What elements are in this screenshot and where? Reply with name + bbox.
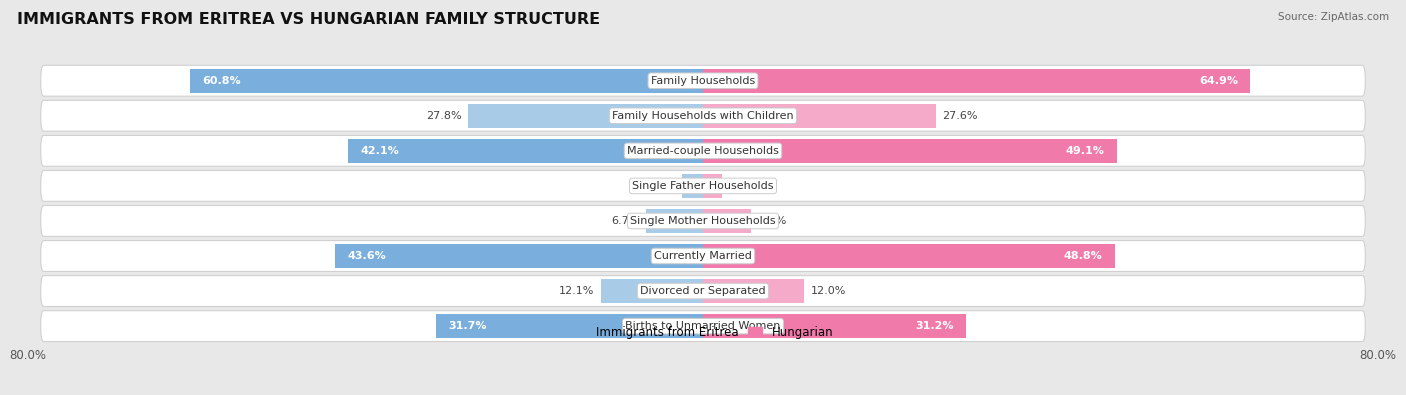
Text: 64.9%: 64.9% [1199, 76, 1237, 86]
Text: 12.0%: 12.0% [811, 286, 846, 296]
Bar [600, 279, 703, 303]
Text: Source: ZipAtlas.com: Source: ZipAtlas.com [1278, 12, 1389, 22]
FancyBboxPatch shape [41, 205, 1365, 236]
Bar [703, 314, 966, 338]
Text: Married-couple Households: Married-couple Households [627, 146, 779, 156]
Text: IMMIGRANTS FROM ERITREA VS HUNGARIAN FAMILY STRUCTURE: IMMIGRANTS FROM ERITREA VS HUNGARIAN FAM… [17, 12, 600, 27]
Text: Single Father Households: Single Father Households [633, 181, 773, 191]
Text: Births to Unmarried Women: Births to Unmarried Women [626, 321, 780, 331]
FancyBboxPatch shape [41, 135, 1365, 166]
Text: 48.8%: 48.8% [1063, 251, 1102, 261]
Bar [190, 69, 703, 93]
Bar [703, 209, 751, 233]
Text: Single Mother Households: Single Mother Households [630, 216, 776, 226]
Text: 42.1%: 42.1% [360, 146, 399, 156]
FancyBboxPatch shape [41, 171, 1365, 201]
Text: Currently Married: Currently Married [654, 251, 752, 261]
FancyBboxPatch shape [41, 100, 1365, 131]
Text: Family Households with Children: Family Households with Children [612, 111, 794, 121]
Text: 12.1%: 12.1% [558, 286, 595, 296]
Text: Family Households: Family Households [651, 76, 755, 86]
FancyBboxPatch shape [41, 311, 1365, 342]
Bar [703, 139, 1118, 163]
Text: 6.7%: 6.7% [612, 216, 640, 226]
FancyBboxPatch shape [41, 276, 1365, 307]
Text: 49.1%: 49.1% [1066, 146, 1105, 156]
Bar [703, 69, 1250, 93]
FancyBboxPatch shape [41, 241, 1365, 271]
Bar [468, 104, 703, 128]
Text: 5.7%: 5.7% [758, 216, 786, 226]
Text: 43.6%: 43.6% [347, 251, 387, 261]
Bar [347, 139, 703, 163]
Bar [703, 279, 804, 303]
Text: 2.5%: 2.5% [647, 181, 675, 191]
Bar [682, 174, 703, 198]
Text: 27.6%: 27.6% [942, 111, 979, 121]
Bar [703, 244, 1115, 268]
Bar [436, 314, 703, 338]
Bar [647, 209, 703, 233]
Text: 27.8%: 27.8% [426, 111, 461, 121]
FancyBboxPatch shape [41, 65, 1365, 96]
Text: 31.2%: 31.2% [915, 321, 953, 331]
Bar [703, 104, 936, 128]
Bar [335, 244, 703, 268]
Bar [703, 174, 721, 198]
Legend: Immigrants from Eritrea, Hungarian: Immigrants from Eritrea, Hungarian [568, 321, 838, 343]
Text: 2.2%: 2.2% [728, 181, 756, 191]
Text: 60.8%: 60.8% [202, 76, 242, 86]
Text: Divorced or Separated: Divorced or Separated [640, 286, 766, 296]
Text: 31.7%: 31.7% [449, 321, 486, 331]
